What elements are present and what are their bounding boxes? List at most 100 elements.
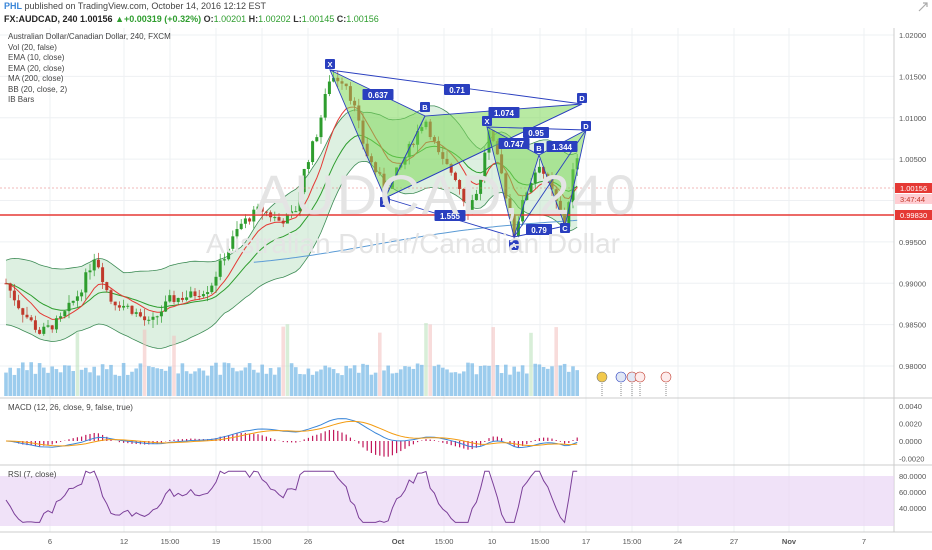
candle-body — [483, 152, 487, 179]
publish-line: PHL published on TradingView.com, Octobe… — [4, 1, 266, 11]
legend-item[interactable]: Vol (20, false) — [8, 42, 57, 52]
event-flag-icon[interactable] — [615, 371, 627, 383]
volume-bar — [222, 362, 227, 396]
ratio-marker — [362, 89, 394, 100]
ratio-label: 0.95 — [528, 129, 544, 138]
candle-body — [17, 300, 21, 309]
ratio-label: 0.79 — [531, 226, 547, 235]
volume-bar — [348, 368, 353, 396]
candle-body — [147, 319, 151, 321]
candle-body — [50, 325, 54, 330]
ratio-label: 1.074 — [494, 109, 515, 118]
volume-bar — [184, 371, 189, 396]
volume-bar — [558, 365, 563, 396]
ratio-marker — [546, 141, 578, 152]
candle-body — [122, 305, 126, 308]
candle-body — [227, 248, 231, 260]
legend-item[interactable]: IB Bars — [8, 95, 35, 104]
volume-bar — [315, 371, 319, 396]
volume-bar — [268, 368, 273, 396]
candle-body — [462, 188, 466, 202]
legend-item[interactable]: EMA (20, close) — [8, 63, 65, 73]
volume-bar — [529, 332, 533, 396]
volume-bar — [105, 369, 109, 396]
volume-bar — [63, 365, 67, 396]
candle-body — [46, 325, 50, 327]
rsi-tick-label: 40.0000 — [899, 504, 926, 513]
candle-body — [8, 283, 12, 291]
rsi-line — [5, 470, 578, 524]
symbol-name[interactable]: FX:AUDCAD, 240 — [4, 14, 78, 24]
time-tick-label: 15:00 — [253, 537, 272, 546]
candle-body — [201, 294, 205, 297]
volume-bar — [445, 369, 449, 396]
time-tick-label: 6 — [48, 537, 52, 546]
event-flag-icon[interactable] — [634, 371, 646, 383]
time-tick-label: Nov — [782, 537, 797, 546]
time-axis[interactable]: 6 12 15:00 19 15:00 26 Oct 15:00 10 15:00 17 15:00 2… — [48, 537, 866, 546]
ma200-line — [253, 219, 578, 263]
indicator-legend: Australian Dollar/Canadian Dollar, 240, … — [8, 32, 171, 106]
candle-body — [298, 192, 302, 212]
candle-body — [231, 236, 235, 249]
price-tick-label: 0.99000 — [899, 279, 926, 288]
pattern-point-marker — [420, 102, 430, 112]
event-flag-icon[interactable] — [660, 371, 672, 383]
legend-item[interactable]: MA (200, close) — [8, 74, 64, 83]
candle-body — [113, 301, 117, 306]
price-change: +0.00319 (+0.32%) — [124, 14, 202, 24]
ratio-label: 0.637 — [368, 91, 389, 100]
candle-body — [164, 301, 168, 312]
volume-bar — [138, 363, 143, 396]
macd-label[interactable]: MACD (12, 26, close, 9, false, true) — [8, 403, 133, 412]
volume-bar — [298, 373, 302, 396]
event-flag-icon[interactable] — [596, 371, 608, 383]
volume-bar — [428, 324, 432, 396]
candle-body — [206, 292, 210, 295]
pattern-point-marker — [509, 240, 519, 250]
volume-bar — [58, 372, 63, 396]
economic-events[interactable] — [596, 371, 672, 396]
volume-bar — [512, 366, 516, 396]
volume-bar — [12, 374, 17, 396]
ratio-label: 1.555 — [440, 212, 461, 221]
candle-body — [294, 211, 298, 213]
fullscreen-icon[interactable] — [918, 2, 928, 12]
time-tick-label: 27 — [730, 537, 738, 546]
candle-body — [25, 314, 29, 318]
candle-body — [290, 211, 294, 214]
macd-line — [5, 418, 578, 449]
legend-item[interactable]: EMA (10, close) — [8, 53, 65, 62]
candle-body — [159, 311, 163, 317]
candle-body — [222, 259, 226, 261]
volume-bar — [21, 362, 25, 396]
author-name[interactable]: PHL — [4, 1, 22, 11]
candle-body — [235, 229, 239, 237]
volume-bar — [567, 371, 571, 396]
candle-body — [311, 141, 315, 163]
volume-bar — [42, 367, 46, 396]
pattern-point-marker — [581, 121, 591, 131]
volume-bar — [361, 363, 365, 396]
ratio-marker — [523, 127, 549, 138]
symbol-line: FX:AUDCAD, 240 1.00156 ▲+0.00319 (+0.32%… — [4, 14, 379, 24]
close-value: 1.00156 — [346, 14, 379, 24]
time-tick-label: 15:00 — [435, 537, 454, 546]
macd-tick-label: 0.0000 — [899, 437, 922, 446]
legend-item[interactable]: BB (20, close, 2) — [8, 84, 68, 94]
volume-bar — [546, 368, 550, 396]
candle-body — [516, 221, 520, 237]
volume-bar — [386, 365, 390, 396]
volume-bar — [302, 374, 306, 396]
ratio-marker — [488, 107, 520, 118]
last-price-tag — [895, 183, 932, 193]
volume-bar — [201, 370, 206, 396]
ratio-label: 1.344 — [552, 143, 573, 152]
volume-bar — [151, 367, 155, 396]
countdown-tag — [895, 194, 932, 204]
volume-bar — [474, 374, 479, 396]
rsi-label[interactable]: RSI (7, close) — [8, 470, 57, 479]
legend-title: Australian Dollar/Canadian Dollar, 240, … — [8, 32, 171, 41]
countdown-tag-text: 3:47:44 — [900, 195, 925, 204]
